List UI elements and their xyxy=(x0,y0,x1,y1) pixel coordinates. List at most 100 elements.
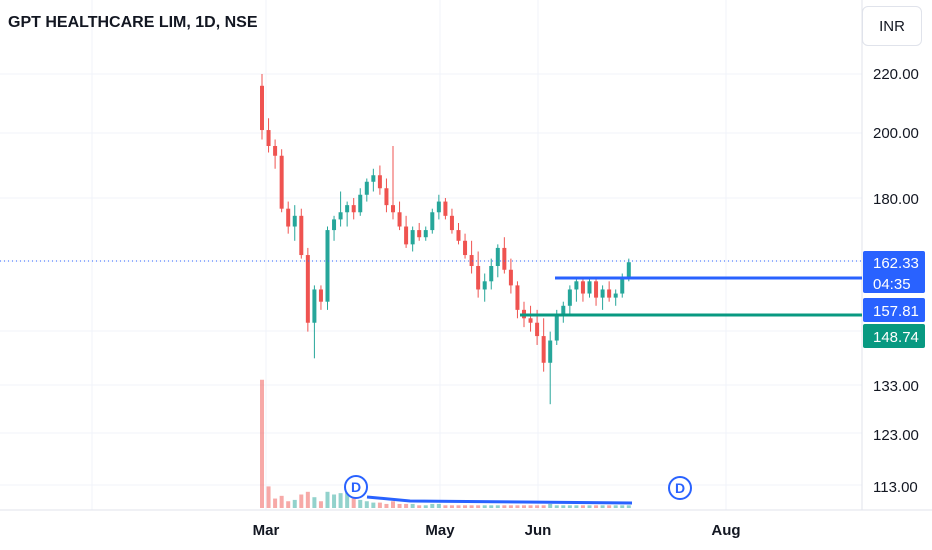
time-tick-label: Mar xyxy=(253,522,280,539)
candle xyxy=(351,198,356,220)
candle xyxy=(273,139,278,169)
candle xyxy=(338,191,343,227)
svg-text:162.33: 162.33 xyxy=(873,255,919,272)
volume-bar xyxy=(391,501,395,508)
volume-bar xyxy=(522,505,526,508)
volume-bar xyxy=(613,505,618,508)
time-tick-label: Jun xyxy=(525,522,552,539)
candle xyxy=(600,285,605,310)
candle xyxy=(305,247,310,332)
candle xyxy=(358,188,363,216)
volume-bar xyxy=(436,503,441,508)
candle xyxy=(456,222,461,245)
volume-bar xyxy=(548,503,553,508)
volume-bar xyxy=(489,505,494,508)
volume-bar xyxy=(404,503,409,508)
volume-bar xyxy=(351,497,356,508)
candle xyxy=(417,222,422,241)
volume-bar xyxy=(482,505,487,508)
candle xyxy=(318,285,323,310)
chart-title: GPT HEALTHCARE LIM, 1D, NSE xyxy=(8,14,258,31)
volume-bar xyxy=(384,503,389,508)
price-tick-label: 220.00 xyxy=(873,66,919,83)
volume-bar xyxy=(508,505,513,508)
volume-bar xyxy=(332,494,337,508)
green-level-tag: 148.74 xyxy=(863,324,925,348)
candle xyxy=(391,146,395,220)
price-tick-label: 123.00 xyxy=(873,427,919,444)
volume-bar xyxy=(449,505,454,508)
dividend-marker[interactable]: D xyxy=(668,476,692,500)
candle xyxy=(325,226,330,310)
candlesticks xyxy=(260,74,631,405)
volume-bar xyxy=(299,494,304,508)
volume-bar xyxy=(594,505,599,508)
candle xyxy=(260,74,264,140)
svg-text:157.81: 157.81 xyxy=(873,303,919,320)
candle xyxy=(515,281,520,319)
volume-bar xyxy=(554,505,559,508)
candle xyxy=(476,251,481,298)
volume-bar xyxy=(580,505,585,508)
volume-bar xyxy=(495,505,500,508)
candle xyxy=(587,277,592,298)
volume-bar xyxy=(469,505,474,508)
candle xyxy=(528,305,533,332)
candle xyxy=(364,178,369,202)
candle xyxy=(436,194,441,220)
volume-bar xyxy=(574,505,579,508)
candle xyxy=(607,281,612,302)
volume-bar xyxy=(600,505,605,508)
volume-bar xyxy=(345,490,350,508)
candle xyxy=(508,258,513,294)
volume-ma-line xyxy=(366,495,633,505)
candle xyxy=(312,285,317,359)
volume-bar xyxy=(371,502,376,508)
candle xyxy=(613,289,618,306)
candle xyxy=(371,168,376,192)
candle xyxy=(567,285,572,314)
candle xyxy=(423,226,428,241)
svg-text:D: D xyxy=(675,480,685,496)
svg-text:D: D xyxy=(351,479,361,495)
volume-bar xyxy=(318,501,323,508)
volume-bar xyxy=(567,505,572,508)
time-tick-label: May xyxy=(425,522,455,539)
volume-bar xyxy=(279,495,284,508)
candle xyxy=(279,149,284,213)
volume-bar xyxy=(515,505,520,508)
volume-bar xyxy=(273,498,278,508)
candle xyxy=(502,237,507,274)
volume-bar xyxy=(305,491,310,508)
chart-grid xyxy=(0,0,862,510)
volume-bar xyxy=(476,505,481,508)
volume-bar xyxy=(430,503,435,508)
candle xyxy=(377,165,382,195)
volume-bar xyxy=(358,499,363,508)
volume-bar xyxy=(502,505,507,508)
candle xyxy=(548,331,553,405)
volume-bar xyxy=(528,505,533,508)
candle xyxy=(541,318,546,372)
volume-bar xyxy=(260,379,264,508)
dividend-marker[interactable]: D xyxy=(344,475,368,499)
candle xyxy=(495,244,500,278)
svg-text:148.74: 148.74 xyxy=(873,329,919,346)
volume-bar xyxy=(292,499,297,508)
svg-text:04:35: 04:35 xyxy=(873,276,911,293)
candle xyxy=(292,205,297,241)
currency-button[interactable]: INR xyxy=(862,6,922,46)
volume-bar xyxy=(626,505,631,508)
volume-bar xyxy=(325,491,330,508)
candle xyxy=(463,233,468,259)
candle xyxy=(469,240,474,274)
volume-bar xyxy=(397,503,402,508)
price-tick-label: 180.00 xyxy=(873,191,919,208)
candle xyxy=(286,201,291,234)
volume-bar xyxy=(535,505,540,508)
candle xyxy=(580,277,585,302)
candle xyxy=(410,226,415,252)
candle xyxy=(574,277,579,302)
price-tick-label: 200.00 xyxy=(873,125,919,142)
